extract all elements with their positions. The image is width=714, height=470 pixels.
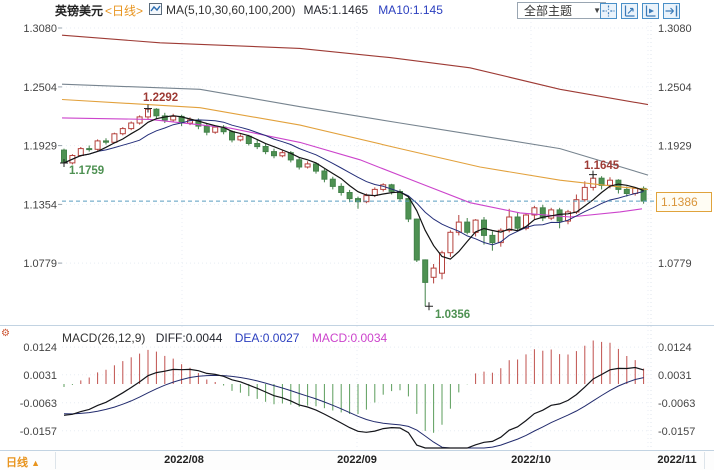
macd-settings-icon[interactable]: ⚙ (1, 328, 10, 339)
macd-diff-value: DIFF:0.0044 (155, 331, 223, 345)
svg-text:1.2504: 1.2504 (658, 82, 692, 94)
macd-histogram-layer (63, 340, 645, 433)
annotation-label: 1.0356 (435, 309, 470, 321)
time-axis-label: 2022/09 (337, 454, 377, 466)
diff-line (63, 366, 644, 449)
ma200-line (61, 34, 649, 106)
triangle-up-icon: ▲ (31, 458, 40, 468)
period-tag: <日线> (105, 3, 144, 18)
ma10-value: MA10:1.145 (378, 3, 443, 17)
svg-text:1.1354: 1.1354 (23, 199, 57, 211)
footer-divider (55, 452, 56, 469)
auto-scroll-button[interactable] (642, 3, 659, 19)
dea-line (63, 374, 644, 449)
goto-latest-icon (665, 5, 678, 17)
ma100-line (61, 83, 649, 176)
symbol-name: 英镑美元 (55, 3, 104, 18)
svg-text:-0.0157: -0.0157 (20, 426, 57, 438)
price-marker-icon (144, 104, 152, 113)
price-marker-icon (425, 302, 433, 311)
grid-layer (58, 22, 652, 448)
crosshair-icon (602, 5, 615, 17)
period-selector[interactable]: 日线 ▲ (6, 457, 40, 469)
svg-text:-0.0063: -0.0063 (20, 398, 57, 410)
macd-dea-value: DEA:0.0027 (234, 331, 300, 345)
svg-text:-0.0157: -0.0157 (658, 426, 695, 438)
price-axis-labels: 1.3080 1.3080 1.2504 1.2504 1.1929 1.1929 1.13… (20, 23, 696, 438)
svg-text:1.1386: 1.1386 (661, 195, 698, 209)
svg-text:0.0031: 0.0031 (23, 370, 57, 382)
annotation-label: 1.2292 (143, 92, 178, 104)
price-marker-icon (60, 159, 68, 167)
ma5-value: MA5:1.1465 (303, 3, 369, 17)
ma30-line (61, 117, 643, 218)
ma-settings-label: MA(5,10,30,60,100,200) (166, 3, 296, 17)
annotation-label: 1.1759 (69, 165, 104, 177)
time-axis-label: 2022/10 (511, 454, 551, 466)
theme-dropdown-value: 全部主题 (524, 4, 573, 18)
svg-text:1.0779: 1.0779 (658, 258, 692, 270)
svg-text:1.3080: 1.3080 (658, 23, 692, 35)
svg-text:0.0124: 0.0124 (658, 342, 692, 354)
time-axis-label: 2022/11 (657, 454, 697, 466)
annotation-layer: 1.2292 1.1759 1.1645 1.0356 (60, 92, 620, 321)
line-chart-icon (149, 2, 163, 18)
scale-adjust-button[interactable] (621, 3, 638, 19)
svg-text:1.1929: 1.1929 (658, 141, 692, 153)
current-price-label: 1.1386 (656, 192, 712, 212)
svg-text:0.0031: 0.0031 (658, 370, 692, 382)
time-axis-bar: 日线 ▲ 2022/08 2022/09 2022/10 2022/11 (0, 450, 714, 470)
goto-latest-button[interactable] (663, 3, 680, 19)
svg-text:1.2504: 1.2504 (23, 82, 57, 94)
time-axis-label: 2022/08 (164, 454, 204, 466)
macd-header: MACD(26,12,9) DIFF:0.0044 DEA:0.0027 MAC… (62, 331, 387, 345)
crosshair-button[interactable] (600, 3, 617, 19)
scale-adjust-icon (624, 5, 635, 17)
macd-macd-value: MACD:0.0034 (311, 331, 388, 345)
chevron-down-icon: ▼ (593, 6, 601, 15)
macd-title: MACD(26,12,9) (62, 331, 146, 345)
price-marker-icon (589, 170, 597, 179)
theme-dropdown[interactable]: 全部主题 ▼ (517, 2, 606, 19)
svg-text:1.1929: 1.1929 (23, 141, 57, 153)
svg-text:1.3080: 1.3080 (23, 23, 57, 35)
svg-text:-0.0063: -0.0063 (658, 398, 695, 410)
ma5-line (63, 115, 644, 260)
auto-scroll-icon (645, 5, 656, 17)
footer-divider (704, 452, 705, 469)
ma10-line (63, 119, 644, 246)
svg-text:1.0779: 1.0779 (23, 258, 57, 270)
fast-ma-layer (63, 115, 644, 260)
annotation-label: 1.1645 (584, 160, 620, 172)
svg-text:0.0124: 0.0124 (23, 342, 57, 354)
chart-header: 英镑美元 <日线> MA(5,10,30,60,100,200) MA5:1.1… (55, 1, 443, 19)
